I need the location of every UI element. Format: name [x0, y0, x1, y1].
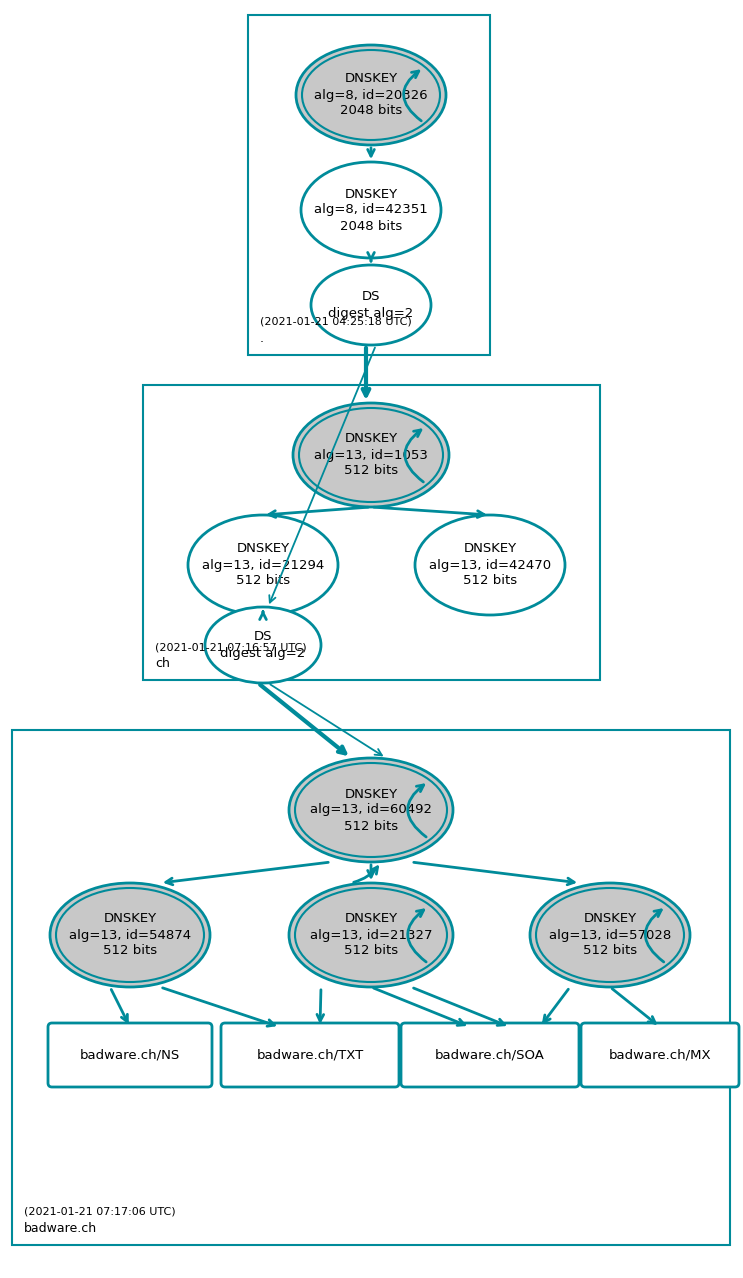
FancyBboxPatch shape	[221, 1022, 399, 1088]
Text: .: .	[260, 332, 264, 345]
Bar	[143, 385, 600, 680]
Text: DS
digest alg=2: DS digest alg=2	[328, 290, 414, 320]
Text: DNSKEY
alg=13, id=21294
512 bits: DNSKEY alg=13, id=21294 512 bits	[202, 542, 324, 588]
Ellipse shape	[289, 883, 453, 987]
Ellipse shape	[289, 758, 453, 861]
Ellipse shape	[296, 45, 446, 144]
FancyBboxPatch shape	[581, 1022, 739, 1088]
Bar	[12, 730, 730, 1245]
FancyBboxPatch shape	[48, 1022, 212, 1088]
Bar	[248, 15, 490, 355]
Text: (2021-01-21 04:25:18 UTC): (2021-01-21 04:25:18 UTC)	[260, 317, 412, 327]
Text: DNSKEY
alg=13, id=57028
512 bits: DNSKEY alg=13, id=57028 512 bits	[549, 912, 671, 957]
Text: badware.ch: badware.ch	[24, 1222, 97, 1235]
Text: DNSKEY
alg=8, id=20326
2048 bits: DNSKEY alg=8, id=20326 2048 bits	[314, 73, 428, 118]
Text: (2021-01-21 07:17:06 UTC): (2021-01-21 07:17:06 UTC)	[24, 1206, 175, 1217]
Ellipse shape	[188, 515, 338, 615]
Ellipse shape	[301, 162, 441, 258]
Text: DNSKEY
alg=13, id=60492
512 bits: DNSKEY alg=13, id=60492 512 bits	[310, 787, 432, 832]
Text: (2021-01-21 07:16:57 UTC): (2021-01-21 07:16:57 UTC)	[155, 642, 307, 652]
Text: badware.ch/TXT: badware.ch/TXT	[256, 1048, 363, 1062]
Text: ch: ch	[155, 657, 170, 670]
Text: badware.ch/NS: badware.ch/NS	[80, 1048, 180, 1062]
Text: DNSKEY
alg=8, id=42351
2048 bits: DNSKEY alg=8, id=42351 2048 bits	[314, 188, 428, 233]
Ellipse shape	[205, 607, 321, 682]
Text: DNSKEY
alg=13, id=54874
512 bits: DNSKEY alg=13, id=54874 512 bits	[69, 912, 191, 957]
Text: DNSKEY
alg=13, id=42470
512 bits: DNSKEY alg=13, id=42470 512 bits	[429, 542, 551, 588]
Text: badware.ch/SOA: badware.ch/SOA	[435, 1048, 545, 1062]
Ellipse shape	[415, 515, 565, 615]
Ellipse shape	[293, 403, 449, 507]
Ellipse shape	[50, 883, 210, 987]
FancyBboxPatch shape	[401, 1022, 579, 1088]
Text: DNSKEY
alg=13, id=1053
512 bits: DNSKEY alg=13, id=1053 512 bits	[314, 432, 428, 478]
Text: DS
digest alg=2: DS digest alg=2	[221, 630, 305, 659]
Ellipse shape	[530, 883, 690, 987]
Text: badware.ch/MX: badware.ch/MX	[609, 1048, 711, 1062]
Ellipse shape	[311, 265, 431, 345]
Text: DNSKEY
alg=13, id=21327
512 bits: DNSKEY alg=13, id=21327 512 bits	[310, 912, 432, 957]
